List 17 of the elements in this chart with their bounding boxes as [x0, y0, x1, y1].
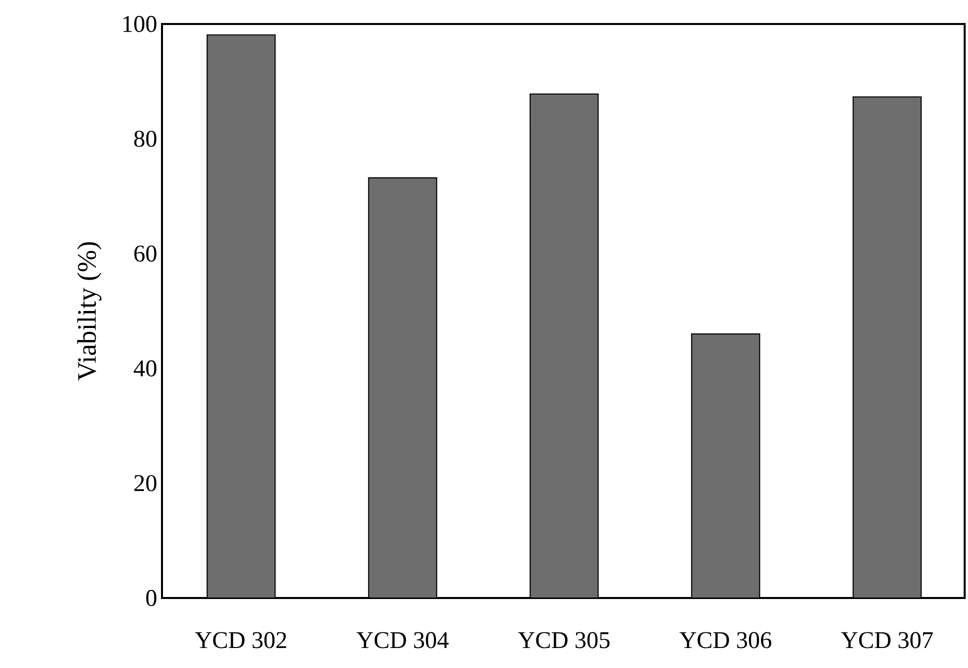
bar	[206, 34, 276, 598]
y-tick-label: 80	[134, 130, 156, 147]
x-tick-label: YCD 302	[195, 632, 286, 648]
bar	[852, 96, 922, 598]
x-tick-label: YCD 306	[680, 632, 772, 648]
x-tick-label: YCD 304	[356, 632, 449, 648]
y-tick-label: 40	[134, 360, 156, 376]
y-tick-label: 100	[123, 16, 156, 32]
bar	[691, 333, 760, 598]
y-tick-label: 20	[134, 475, 156, 492]
bar	[530, 93, 599, 598]
y-tick-label: 0	[146, 590, 156, 606]
y-tick-label: 60	[134, 246, 156, 262]
x-tick-label: YCD 307	[841, 632, 933, 648]
y-axis-title: Viability (%)	[77, 242, 102, 381]
bar	[368, 177, 438, 598]
x-tick-label: YCD 305	[518, 632, 610, 648]
